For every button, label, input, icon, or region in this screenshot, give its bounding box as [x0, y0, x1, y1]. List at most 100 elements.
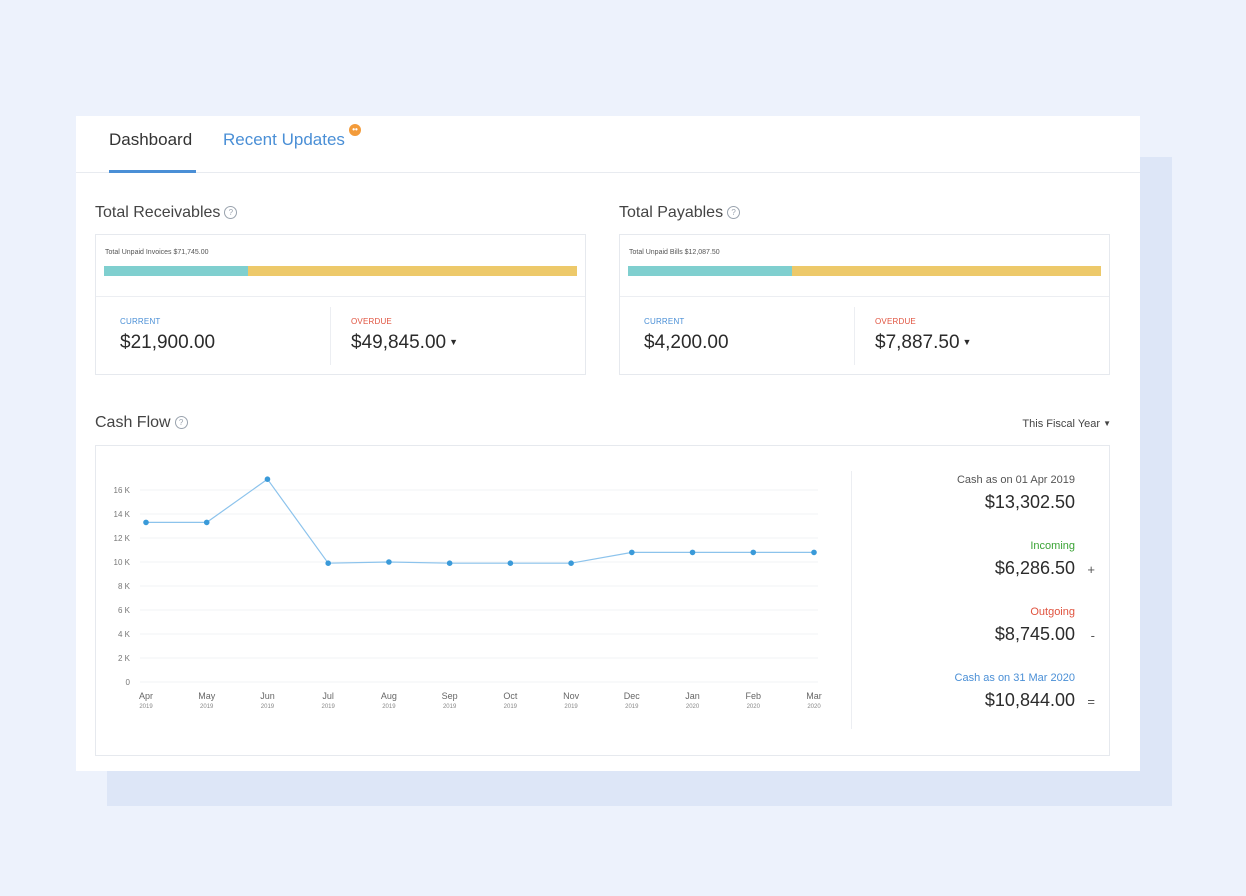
x-tick-label: Jul — [322, 691, 334, 701]
data-point — [629, 549, 635, 556]
tab-dashboard[interactable]: Dashboard — [109, 130, 193, 149]
active-tab-indicator — [109, 170, 196, 173]
opening-cash-value: $13,302.50 — [984, 492, 1075, 512]
x-tick-label: Apr — [139, 691, 153, 701]
y-tick-label: 14 K — [114, 510, 131, 519]
x-tick-label: Mar — [806, 691, 822, 701]
closing-cash-value: $10,844.00 — [984, 690, 1075, 710]
data-point — [264, 476, 271, 482]
y-tick-label: 16 K — [114, 486, 131, 495]
receivables-progress-bar — [104, 266, 577, 276]
x-tick-year-label: 2020 — [686, 704, 700, 710]
outgoing-label: Outgoing — [1030, 606, 1075, 618]
notification-badge: •• — [349, 124, 361, 136]
y-tick-label: 10 K — [114, 558, 131, 567]
payables-current-fill — [628, 266, 793, 276]
payables-current-value: $4,200.00 — [644, 332, 729, 353]
x-tick-label: Feb — [746, 691, 762, 701]
period-select-value: This Fiscal Year — [1022, 418, 1101, 430]
plus-operator: + — [1087, 562, 1095, 577]
cashflow-series-line — [146, 478, 814, 564]
outgoing-value: $8,745.00 — [994, 624, 1075, 644]
help-icon[interactable]: ? — [224, 206, 238, 219]
equals-operator: = — [1087, 694, 1095, 709]
x-tick-year-label: 2019 — [261, 704, 275, 710]
y-tick-label: 2 K — [118, 654, 131, 663]
x-tick-label: Jun — [260, 691, 275, 701]
payables-overdue-value: $7,887.50 — [875, 332, 960, 353]
x-tick-year-label: 2019 — [382, 704, 396, 710]
y-tick-label: 6 K — [118, 606, 131, 615]
payables-summary: Total Unpaid Bills $12,087.50 CURRENT $4… — [619, 234, 1110, 375]
data-point — [325, 560, 331, 566]
help-icon[interactable]: ? — [174, 416, 188, 429]
cashflow-title: Cash Flow — [95, 414, 171, 431]
x-tick-year-label: 2019 — [504, 704, 518, 710]
caret-down-icon: ▼ — [1103, 419, 1111, 428]
receivables-title: Total Receivables — [95, 204, 221, 221]
divider — [851, 471, 852, 729]
x-tick-label: Oct — [503, 691, 518, 701]
x-tick-year-label: 2019 — [564, 704, 578, 710]
data-point — [811, 549, 817, 556]
receivables-summary: Total Unpaid Invoices $71,745.00 CURRENT… — [95, 234, 586, 375]
divider — [620, 296, 1109, 297]
period-select[interactable]: This Fiscal Year ▼ — [1022, 418, 1111, 430]
data-point — [568, 560, 574, 566]
payables-title: Total Payables — [619, 204, 724, 221]
x-tick-label: Jan — [685, 691, 700, 701]
x-tick-year-label: 2019 — [322, 704, 336, 710]
payables-current-label: CURRENT — [644, 317, 685, 326]
divider — [330, 307, 331, 365]
x-tick-year-label: 2020 — [807, 704, 821, 710]
receivables-overdue-value: $49,845.00 — [351, 332, 447, 353]
receivables-overdue-label: OVERDUE — [351, 317, 392, 326]
dashboard-card: Dashboard Recent Updates •• Total Receiv… — [76, 116, 1140, 771]
x-tick-year-label: 2020 — [747, 704, 761, 710]
data-point — [750, 549, 757, 556]
receivables-overdue-dropdown[interactable]: $49,845.00 ▼ — [351, 332, 458, 354]
x-tick-year-label: 2019 — [625, 704, 639, 710]
opening-cash-label: Cash as on 01 Apr 2019 — [956, 474, 1075, 486]
data-point — [143, 519, 149, 526]
receivables-current-value: $21,900.00 — [120, 332, 216, 353]
unpaid-bills-label: Total Unpaid Bills $12,087.50 — [629, 249, 720, 256]
cashflow-heading: Cash Flow? — [95, 414, 188, 432]
payables-progress-bar — [628, 266, 1101, 276]
data-point — [507, 560, 514, 566]
x-tick-label: Nov — [563, 691, 580, 701]
help-icon[interactable]: ? — [727, 206, 741, 219]
caret-down-icon[interactable]: ▼ — [962, 337, 972, 347]
data-point — [203, 519, 210, 526]
payables-overdue-label: OVERDUE — [875, 317, 916, 326]
payables-heading: Total Payables? — [619, 204, 741, 222]
data-point — [386, 559, 392, 565]
x-tick-label: Dec — [624, 691, 641, 701]
x-tick-year-label: 2019 — [200, 704, 214, 710]
incoming-label: Incoming — [1030, 540, 1075, 552]
minus-operator: - — [1090, 628, 1095, 643]
y-tick-label: 8 K — [118, 582, 131, 591]
cashflow-panel: 0 2 K 4 K 6 K 8 K 10 K 12 K 14 K 16 K Apr 2019 May 2… — [95, 445, 1110, 756]
cashflow-line-chart: 0 2 K 4 K 6 K 8 K 10 K 12 K 14 K 16 K Apr 2019 May 2… — [114, 476, 822, 710]
x-tick-label: May — [198, 691, 216, 701]
incoming-value: $6,286.50 — [994, 558, 1075, 578]
caret-down-icon[interactable]: ▼ — [449, 337, 459, 347]
divider — [96, 296, 585, 297]
receivables-heading: Total Receivables? — [95, 204, 238, 222]
receivables-current-label: CURRENT — [120, 317, 161, 326]
x-tick-year-label: 2019 — [139, 704, 153, 710]
tab-bar: Dashboard Recent Updates •• — [76, 116, 1140, 173]
receivables-current-fill — [104, 266, 249, 276]
tab-recent-updates[interactable]: Recent Updates — [223, 130, 345, 149]
x-tick-year-label: 2019 — [443, 704, 457, 710]
closing-cash-label: Cash as on 31 Mar 2020 — [954, 672, 1075, 684]
unpaid-invoices-label: Total Unpaid Invoices $71,745.00 — [105, 249, 209, 256]
data-point — [446, 560, 453, 566]
payables-overdue-dropdown[interactable]: $7,887.50 ▼ — [875, 332, 971, 354]
x-tick-label: Sep — [442, 691, 458, 701]
x-tick-label: Aug — [381, 691, 397, 701]
y-tick-label: 0 — [126, 678, 131, 687]
data-point — [689, 549, 696, 556]
y-tick-label: 4 K — [118, 630, 131, 639]
